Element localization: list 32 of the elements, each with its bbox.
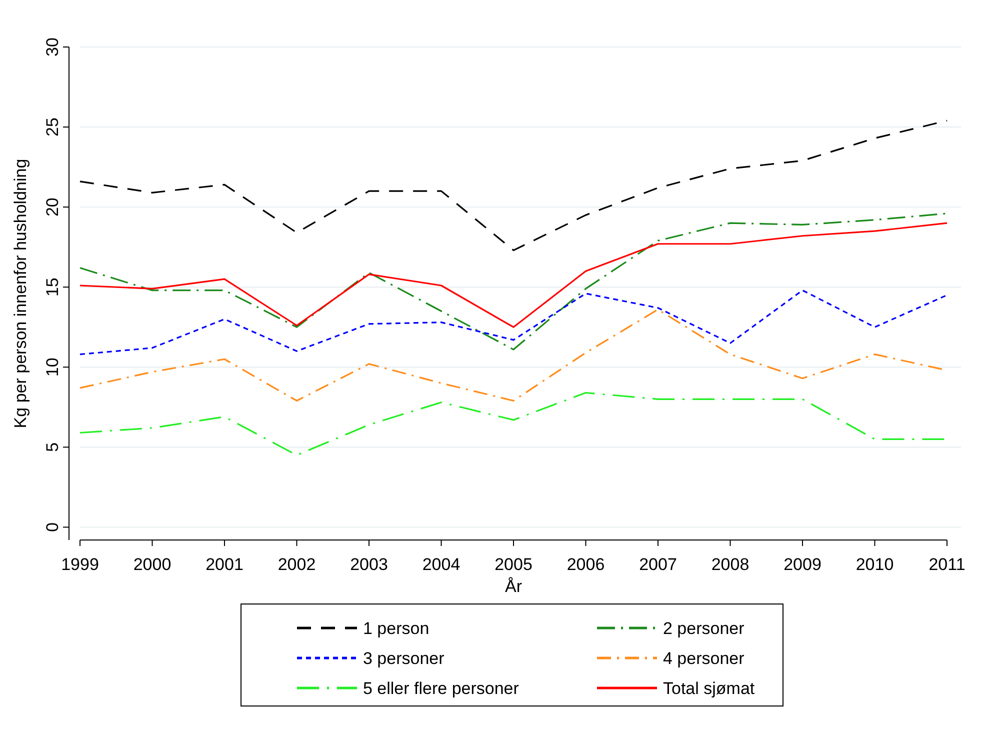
legend-label: 4 personer	[663, 649, 745, 668]
x-tick-label: 2011	[928, 555, 966, 574]
line-series	[79, 290, 948, 356]
x-tick-label: 2004	[422, 555, 460, 574]
y-tick-label: 15	[43, 278, 62, 297]
legend-label: 3 personer	[363, 649, 445, 668]
line-series	[79, 222, 948, 328]
y-tick-label: 30	[43, 38, 62, 56]
y-tick-label: 25	[43, 118, 62, 136]
legend-label: 1 person	[363, 619, 430, 638]
line-series	[79, 212, 948, 350]
x-tick-label: 2010	[856, 555, 894, 574]
x-tick-label: 2003	[350, 555, 388, 574]
legend-label: 2 personer	[663, 619, 745, 638]
x-tick-label: 1999	[61, 555, 99, 574]
x-tick-label: 2009	[784, 555, 822, 574]
legend-label: Total sjømat	[663, 679, 755, 698]
legend-label: 5 eller flere personer	[363, 679, 520, 698]
x-tick-label: 2008	[711, 555, 750, 574]
y-tick-label: 20	[43, 198, 62, 217]
x-tick-label: 2001	[206, 555, 244, 574]
y-tick-label: 0	[43, 522, 62, 532]
x-tick-label: 2005	[494, 555, 532, 574]
y-tick-label: 10	[43, 358, 62, 377]
line-series	[79, 120, 948, 252]
x-tick-label: 2002	[278, 555, 316, 574]
y-axis-title: Kg per person innenfor husholdning	[11, 158, 30, 428]
y-tick-label: 5	[43, 442, 62, 452]
x-tick-label: 2007	[639, 555, 677, 574]
x-tick-label: 2000	[133, 555, 172, 574]
x-tick-label: 2006	[566, 555, 605, 574]
x-axis-title: År	[505, 577, 522, 596]
